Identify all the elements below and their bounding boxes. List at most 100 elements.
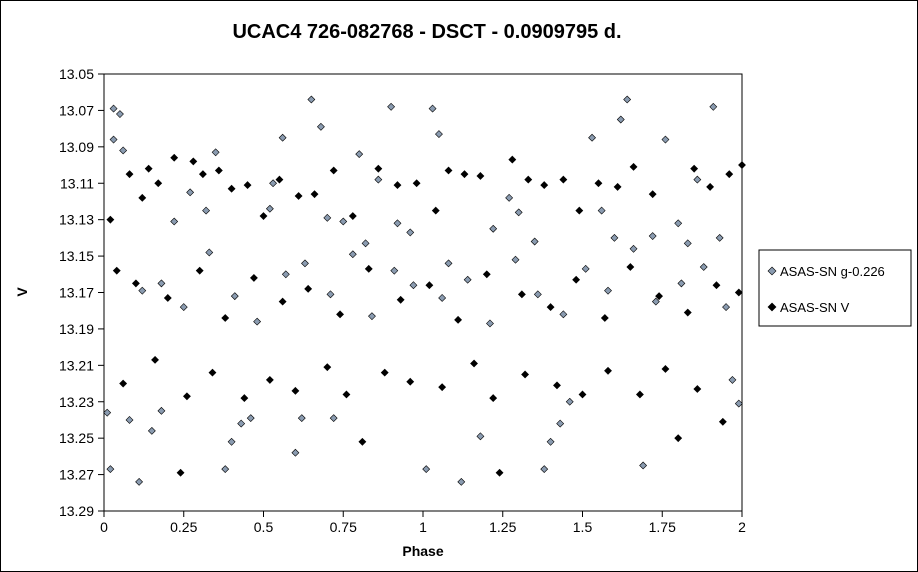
- plot-area: [103, 73, 743, 512]
- data-point: [489, 224, 498, 233]
- data-point: [422, 465, 431, 474]
- legend-label-1: ASAS-SN g-0.226: [780, 264, 885, 279]
- data-point: [517, 290, 526, 299]
- data-point: [722, 303, 730, 311]
- data-point: [540, 181, 549, 189]
- data-point: [157, 279, 166, 288]
- data-point: [380, 368, 389, 377]
- legend-marker-2: [767, 302, 777, 312]
- y-axis-title: V: [14, 287, 30, 297]
- data-point: [604, 366, 612, 375]
- data-point: [281, 270, 290, 279]
- data-point: [211, 148, 220, 157]
- series-2: [106, 153, 746, 477]
- y-tick-label: 13.15: [59, 248, 94, 264]
- data-point: [147, 426, 156, 435]
- y-tick-label: 13.29: [59, 503, 94, 519]
- data-point: [693, 175, 702, 184]
- y-tick-label: 13.05: [59, 66, 94, 82]
- data-point: [348, 212, 357, 220]
- data-point: [725, 170, 734, 179]
- data-point: [651, 297, 660, 306]
- data-point: [546, 303, 555, 311]
- data-point: [578, 390, 587, 399]
- data-point: [533, 290, 542, 299]
- data-point: [116, 110, 124, 118]
- data-point: [600, 314, 609, 322]
- data-point: [186, 188, 195, 197]
- data-point: [444, 166, 453, 175]
- data-point: [425, 281, 434, 290]
- data-point: [476, 432, 485, 441]
- x-tick-label: 0.75: [330, 519, 357, 535]
- data-point: [559, 175, 568, 184]
- data-point: [176, 468, 185, 477]
- data-point: [119, 146, 128, 155]
- data-point: [189, 157, 198, 166]
- data-point: [508, 155, 517, 164]
- data-point: [358, 437, 367, 446]
- data-point: [265, 204, 274, 213]
- data-point: [119, 379, 128, 388]
- data-point: [179, 303, 188, 311]
- data-point: [530, 237, 539, 246]
- data-point: [594, 179, 603, 188]
- data-point: [109, 104, 118, 113]
- data-point: [227, 437, 236, 446]
- data-point: [323, 213, 332, 222]
- data-point: [409, 281, 418, 290]
- data-point: [428, 104, 437, 113]
- data-point: [208, 368, 217, 377]
- data-point: [693, 385, 702, 393]
- data-point: [505, 193, 514, 202]
- data-point: [339, 217, 348, 226]
- data-point: [307, 95, 316, 104]
- data-point: [734, 399, 743, 408]
- data-point: [106, 465, 115, 474]
- data-point: [674, 434, 683, 443]
- y-tick-label: 13.25: [59, 430, 94, 446]
- data-point: [709, 102, 718, 111]
- data-point: [342, 390, 351, 399]
- data-point: [297, 414, 306, 423]
- data-point: [202, 206, 211, 215]
- data-point: [588, 133, 596, 142]
- data-point: [674, 219, 683, 228]
- data-point: [106, 215, 115, 224]
- data-point: [683, 308, 692, 317]
- data-point: [572, 275, 581, 284]
- y-tick-label: 13.19: [59, 321, 94, 337]
- y-tick-label: 13.13: [59, 212, 94, 228]
- legend-label-2: ASAS-SN V: [780, 300, 850, 315]
- data-point: [170, 217, 179, 226]
- data-point: [683, 239, 692, 248]
- data-point: [655, 292, 663, 301]
- y-tick-label: 13.27: [59, 467, 94, 483]
- data-point: [431, 206, 440, 215]
- data-point: [616, 115, 625, 124]
- data-point: [476, 172, 485, 180]
- data-point: [387, 102, 396, 111]
- data-point: [553, 381, 561, 390]
- y-tick-label: 13.07: [59, 102, 94, 118]
- legend-box: [758, 249, 912, 327]
- data-point: [125, 416, 134, 424]
- data-point: [301, 259, 309, 268]
- data-point: [355, 150, 364, 159]
- data-point: [597, 206, 606, 215]
- data-point: [316, 122, 325, 131]
- data-point: [259, 212, 268, 220]
- data-point: [495, 468, 504, 477]
- data-point: [195, 266, 204, 275]
- data-point: [304, 284, 313, 293]
- data-point: [396, 295, 405, 304]
- data-point: [677, 279, 686, 288]
- data-point: [294, 192, 303, 200]
- data-point: [540, 465, 549, 474]
- data-point: [310, 190, 319, 199]
- data-point: [374, 164, 383, 173]
- data-point: [514, 208, 523, 217]
- data-point: [237, 419, 246, 428]
- data-point: [154, 179, 163, 188]
